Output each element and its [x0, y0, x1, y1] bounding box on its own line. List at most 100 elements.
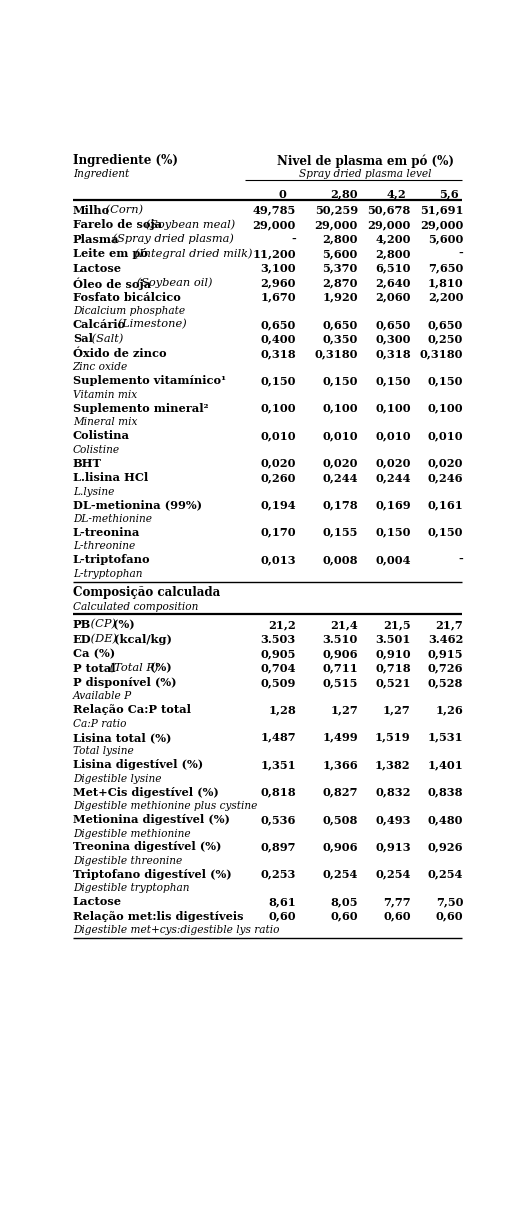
Text: 0,010: 0,010 — [375, 430, 411, 441]
Text: 0,100: 0,100 — [375, 402, 411, 414]
Text: (Limestone): (Limestone) — [114, 319, 187, 330]
Text: 0,004: 0,004 — [375, 554, 411, 565]
Text: 2,800: 2,800 — [322, 233, 358, 245]
Text: Leite em pó: Leite em pó — [73, 248, 148, 260]
Text: Lactose: Lactose — [73, 262, 122, 274]
Text: 0: 0 — [278, 188, 286, 199]
Text: 0,013: 0,013 — [261, 554, 296, 565]
Text: (%): (%) — [147, 662, 172, 674]
Text: 1,382: 1,382 — [375, 759, 411, 771]
Text: 0,150: 0,150 — [375, 376, 411, 387]
Text: (%): (%) — [109, 618, 135, 631]
Text: DL-methionine: DL-methionine — [73, 513, 152, 524]
Text: Nivel de plasma em pó (%): Nivel de plasma em pó (%) — [277, 155, 454, 168]
Text: Vitamin mix: Vitamin mix — [73, 390, 137, 400]
Text: DL-metionina (99%): DL-metionina (99%) — [73, 499, 202, 511]
Text: 1,519: 1,519 — [375, 732, 411, 743]
Text: 0,827: 0,827 — [322, 786, 358, 797]
Text: 5,600: 5,600 — [322, 248, 358, 260]
Text: 0,509: 0,509 — [261, 676, 296, 689]
Text: 0,704: 0,704 — [261, 662, 296, 674]
Text: 0,150: 0,150 — [375, 527, 411, 538]
Text: Calculated composition: Calculated composition — [73, 602, 198, 611]
Text: 4,200: 4,200 — [375, 233, 411, 245]
Text: Suplemento vitamínico¹: Suplemento vitamínico¹ — [73, 376, 226, 387]
Text: Zinc oxide: Zinc oxide — [73, 362, 128, 372]
Text: (CP): (CP) — [87, 618, 116, 629]
Text: 0,246: 0,246 — [428, 472, 463, 483]
Text: (Corn): (Corn) — [101, 204, 143, 215]
Text: 0,260: 0,260 — [261, 472, 296, 483]
Text: 0,100: 0,100 — [428, 402, 463, 414]
Text: 0,254: 0,254 — [428, 869, 463, 879]
Text: 3.501: 3.501 — [375, 633, 411, 645]
Text: 0,150: 0,150 — [428, 376, 463, 387]
Text: Farelo de soja: Farelo de soja — [73, 219, 162, 231]
Text: 2,960: 2,960 — [261, 277, 296, 288]
Text: 0,161: 0,161 — [427, 499, 463, 511]
Text: 49,785: 49,785 — [253, 204, 296, 216]
Text: 2,200: 2,200 — [428, 291, 463, 302]
Text: Lactose: Lactose — [73, 896, 122, 907]
Text: 1,27: 1,27 — [330, 704, 358, 715]
Text: Triptofano digestível (%): Triptofano digestível (%) — [73, 869, 231, 879]
Text: 21,2: 21,2 — [268, 618, 296, 631]
Text: (Soybean oil): (Soybean oil) — [133, 277, 213, 288]
Text: Relação Ca:P total: Relação Ca:P total — [73, 704, 191, 715]
Text: L.lisina HCl: L.lisina HCl — [73, 472, 148, 483]
Text: -: - — [459, 248, 463, 260]
Text: Total lysine: Total lysine — [73, 747, 134, 756]
Text: 0,536: 0,536 — [261, 814, 296, 825]
Text: 3.510: 3.510 — [322, 633, 358, 645]
Text: 0,480: 0,480 — [428, 814, 463, 825]
Text: 0,897: 0,897 — [261, 842, 296, 853]
Text: 0,300: 0,300 — [375, 333, 411, 344]
Text: 29,000: 29,000 — [253, 219, 296, 231]
Text: 0,650: 0,650 — [375, 319, 411, 330]
Text: Ca (%): Ca (%) — [73, 647, 115, 660]
Text: 21,4: 21,4 — [330, 618, 358, 631]
Text: Colistina: Colistina — [73, 430, 130, 441]
Text: Milho: Milho — [73, 204, 110, 216]
Text: P total: P total — [73, 662, 115, 674]
Text: 0,905: 0,905 — [261, 647, 296, 660]
Text: 1,670: 1,670 — [261, 291, 296, 302]
Text: 0,650: 0,650 — [322, 319, 358, 330]
Text: 3.462: 3.462 — [428, 633, 463, 645]
Text: 21,5: 21,5 — [383, 618, 411, 631]
Text: 0,178: 0,178 — [322, 499, 358, 511]
Text: (kcal/kg): (kcal/kg) — [110, 633, 173, 645]
Text: 0,155: 0,155 — [322, 527, 358, 538]
Text: 0,838: 0,838 — [428, 786, 463, 797]
Text: 0,818: 0,818 — [261, 786, 296, 797]
Text: Treonina digestível (%): Treonina digestível (%) — [73, 842, 221, 853]
Text: Ingrediente (%): Ingrediente (%) — [73, 155, 178, 167]
Text: (DE): (DE) — [87, 633, 117, 644]
Text: 29,000: 29,000 — [420, 219, 463, 231]
Text: Lisina total (%): Lisina total (%) — [73, 732, 171, 743]
Text: 0,711: 0,711 — [322, 662, 358, 674]
Text: 7,650: 7,650 — [428, 262, 463, 274]
Text: P disponível (%): P disponível (%) — [73, 676, 176, 689]
Text: 0,010: 0,010 — [322, 430, 358, 441]
Text: 1,351: 1,351 — [261, 759, 296, 771]
Text: 0,250: 0,250 — [428, 333, 463, 344]
Text: Ca:P ratio: Ca:P ratio — [73, 719, 126, 728]
Text: 1,28: 1,28 — [268, 704, 296, 715]
Text: 0,318: 0,318 — [375, 348, 411, 359]
Text: 0,528: 0,528 — [428, 676, 463, 689]
Text: 0,244: 0,244 — [375, 472, 411, 483]
Text: Digestible methionine: Digestible methionine — [73, 829, 190, 838]
Text: Dicalcium phosphate: Dicalcium phosphate — [73, 306, 185, 316]
Text: 0,650: 0,650 — [428, 319, 463, 330]
Text: 0,60: 0,60 — [268, 911, 296, 922]
Text: (Total P): (Total P) — [106, 662, 158, 673]
Text: 7,77: 7,77 — [383, 896, 411, 907]
Text: PB: PB — [73, 618, 91, 631]
Text: Composição calculada: Composição calculada — [73, 586, 220, 599]
Text: 51,691: 51,691 — [420, 204, 463, 216]
Text: 0,650: 0,650 — [261, 319, 296, 330]
Text: 0,020: 0,020 — [261, 458, 296, 469]
Text: Óleo de soja: Óleo de soja — [73, 277, 151, 290]
Text: 2,800: 2,800 — [375, 248, 411, 260]
